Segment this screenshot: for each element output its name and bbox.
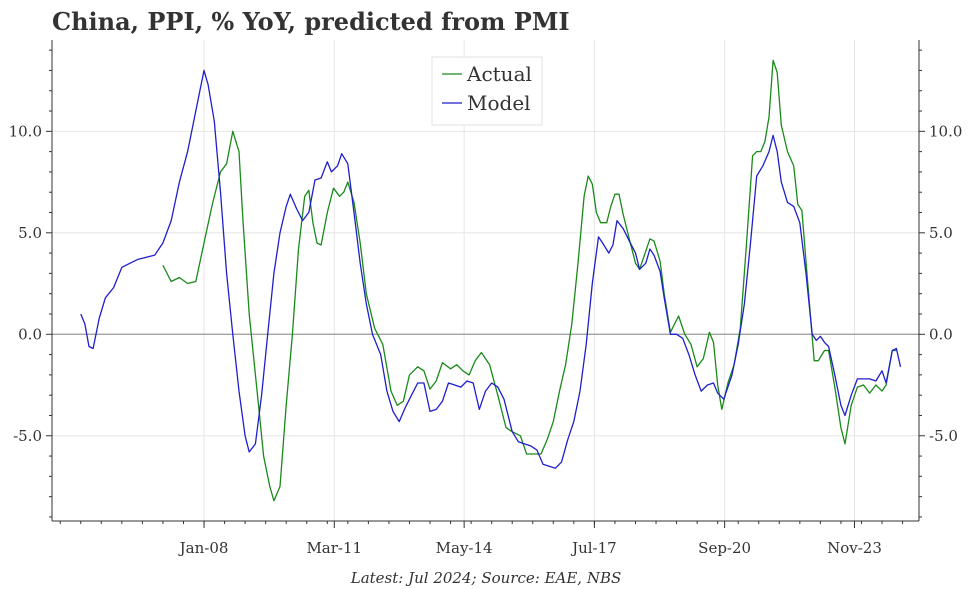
y-tick-label-left: 5.0 — [18, 224, 42, 242]
x-tick-label-1: Mar-11 — [306, 539, 362, 557]
x-tick-label-3: Jul-17 — [570, 539, 617, 557]
legend: Actual Model — [431, 56, 543, 126]
x-tick-label-4: Sep-20 — [698, 539, 751, 557]
series-line-model — [80, 69, 902, 469]
legend-box — [431, 56, 543, 126]
chart-title: China, PPI, % YoY, predicted from PMI — [52, 7, 570, 36]
y-tick-label-left: 10.0 — [9, 122, 42, 140]
x-tick-label-0: Jan-08 — [178, 539, 229, 557]
y-tick-label-right: 10.0 — [929, 122, 962, 140]
y-tick-label-right: 5.0 — [929, 224, 953, 242]
y-tick-label-left: -5.0 — [13, 427, 42, 445]
y-tick-label-right: -5.0 — [929, 427, 958, 445]
series-line-actual — [162, 59, 897, 502]
legend-label-actual: Actual — [466, 62, 532, 86]
y-tick-label-right: 0.0 — [929, 325, 953, 343]
y-tick-label-left: 0.0 — [18, 325, 42, 343]
x-tick-label-5: Nov-23 — [827, 539, 882, 557]
axes: -5.0 -5.0 0.0 0.0 5.0 5.0 10.0 10.0 Jan-08 Mar-11… — [9, 40, 962, 557]
legend-label-model: Model — [467, 91, 531, 115]
series — [80, 59, 902, 502]
x-tick-label-2: May-14 — [436, 539, 493, 557]
footnote: Latest: Jul 2024; Source: EAE, NBS — [350, 569, 622, 587]
